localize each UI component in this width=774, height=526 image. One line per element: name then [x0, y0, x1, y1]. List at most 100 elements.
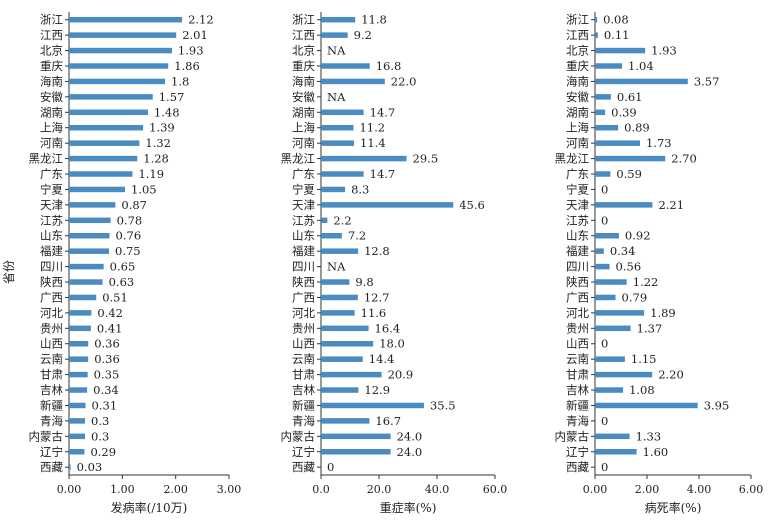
- data-bar: [69, 63, 169, 69]
- category-label: 北京: [566, 44, 589, 58]
- data-bar: [69, 32, 177, 38]
- category-label: 安徽: [292, 90, 315, 104]
- data-label: 0.56: [616, 260, 642, 274]
- category-label: 浙江: [40, 13, 63, 27]
- category-label: 广西: [292, 290, 315, 304]
- data-label: 2.12: [188, 13, 214, 27]
- category-label: 甘肃: [566, 368, 589, 382]
- category-label: 黑龙江: [281, 152, 316, 166]
- data-label: 0.42: [97, 306, 123, 320]
- data-label: 0.03: [77, 460, 103, 474]
- x-tick-label: 0.00: [57, 483, 82, 496]
- data-label: 0.75: [115, 244, 141, 258]
- data-bar: [321, 78, 385, 85]
- data-label: 0.39: [611, 105, 637, 119]
- data-label: 9.8: [355, 275, 373, 289]
- data-label: 0.3: [91, 414, 109, 428]
- data-label: 0.76: [116, 229, 142, 243]
- category-label: 青海: [40, 414, 63, 428]
- data-label: 0: [601, 337, 608, 351]
- category-label: 西藏: [40, 460, 63, 474]
- data-bar: [595, 94, 611, 100]
- data-bar: [69, 202, 116, 208]
- data-bar: [321, 310, 355, 316]
- category-label: 四川: [566, 260, 589, 274]
- data-label: 0.41: [97, 321, 123, 335]
- data-bar: [69, 47, 172, 54]
- data-label: 1.37: [637, 321, 663, 335]
- data-label: 2.01: [182, 28, 208, 42]
- data-label: 0.29: [90, 445, 116, 459]
- data-label: 8.3: [351, 182, 369, 196]
- data-bar: [595, 109, 606, 116]
- category-label: 云南: [292, 352, 315, 366]
- data-label: 0.63: [109, 275, 135, 289]
- data-bar: [321, 418, 370, 424]
- data-bar: [595, 356, 625, 362]
- category-label: 黑龙江: [555, 152, 590, 166]
- category-label: 内蒙古: [29, 429, 64, 443]
- data-label: NA: [327, 260, 346, 274]
- category-label: 宁夏: [40, 182, 63, 196]
- data-bar: [321, 217, 328, 224]
- category-label: 广东: [566, 167, 589, 181]
- data-label: 1.8: [171, 74, 189, 88]
- data-label: 1.22: [633, 275, 659, 289]
- category-label: 海南: [566, 74, 589, 88]
- data-label: 0.36: [94, 337, 120, 351]
- data-bar: [321, 294, 358, 301]
- data-label: 1.60: [643, 445, 669, 459]
- data-label: 0.3: [91, 429, 109, 443]
- data-label: 14.4: [369, 352, 395, 366]
- category-label: 新疆: [40, 398, 63, 412]
- category-label: 河北: [566, 306, 589, 320]
- data-bar: [321, 433, 391, 440]
- x-tick-label: 1.00: [110, 483, 135, 496]
- data-bar: [321, 124, 354, 131]
- data-bar: [321, 340, 374, 347]
- data-bar: [321, 356, 363, 362]
- x-tick-label: 4.00: [687, 483, 712, 496]
- data-bar: [69, 124, 144, 131]
- data-bar: [69, 356, 89, 362]
- data-bar: [321, 202, 454, 208]
- data-bar: [69, 248, 109, 254]
- category-label: 江西: [292, 28, 315, 42]
- category-label: 新疆: [292, 398, 315, 412]
- data-label: 1.28: [143, 152, 169, 166]
- data-label: 1.08: [629, 383, 655, 397]
- data-bar: [321, 155, 407, 162]
- category-label: 山西: [566, 337, 589, 351]
- data-label: 0.89: [624, 121, 650, 135]
- data-bar: [595, 155, 666, 162]
- data-label: NA: [327, 44, 346, 58]
- data-label: 1.04: [628, 59, 654, 73]
- category-label: 辽宁: [566, 445, 589, 459]
- category-label: 陕西: [566, 275, 589, 289]
- data-label: 0.31: [92, 398, 118, 412]
- data-label: 16.4: [375, 321, 401, 335]
- category-label: 江西: [566, 28, 589, 42]
- data-bar: [321, 371, 382, 378]
- data-bar: [595, 402, 698, 409]
- category-label: 海南: [292, 74, 315, 88]
- data-label: 1.89: [650, 306, 676, 320]
- data-label: 1.73: [646, 136, 672, 150]
- x-tick-label: 0.0: [312, 483, 330, 496]
- data-label: 1.93: [178, 44, 204, 58]
- data-bar: [595, 124, 619, 131]
- data-label: 0.59: [616, 167, 642, 181]
- category-label: 湖南: [40, 105, 63, 119]
- data-label: 14.7: [370, 167, 396, 181]
- data-label: 0: [601, 213, 608, 227]
- data-bar: [69, 310, 92, 316]
- data-bar: [321, 186, 346, 193]
- x-tick-label: 3.00: [217, 483, 242, 496]
- data-label: 1.15: [631, 352, 657, 366]
- category-label: 山东: [292, 229, 315, 243]
- data-bar: [69, 433, 85, 440]
- category-label: 宁夏: [292, 182, 315, 196]
- category-label: 河南: [40, 136, 63, 150]
- data-bar: [595, 310, 645, 316]
- data-label: 29.5: [413, 152, 439, 166]
